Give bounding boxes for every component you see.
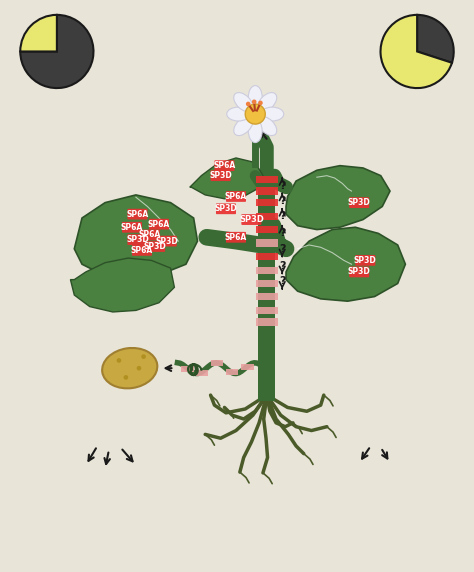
Text: SP6A: SP6A <box>225 192 247 201</box>
FancyBboxPatch shape <box>349 197 369 208</box>
FancyBboxPatch shape <box>356 255 375 266</box>
Circle shape <box>246 102 250 106</box>
Ellipse shape <box>258 93 277 112</box>
Bar <box>256 187 278 195</box>
FancyBboxPatch shape <box>214 160 235 171</box>
Text: SP6A: SP6A <box>213 161 236 170</box>
FancyBboxPatch shape <box>128 209 147 220</box>
Polygon shape <box>190 158 263 198</box>
FancyBboxPatch shape <box>132 245 152 256</box>
Text: SP3D: SP3D <box>348 198 371 207</box>
Bar <box>256 280 278 287</box>
Ellipse shape <box>227 107 250 121</box>
Text: SP3D: SP3D <box>155 237 178 245</box>
Bar <box>256 198 278 206</box>
Ellipse shape <box>102 348 157 388</box>
Wedge shape <box>20 15 57 51</box>
Circle shape <box>245 104 265 124</box>
Ellipse shape <box>234 117 253 136</box>
Bar <box>256 176 278 184</box>
Bar <box>256 318 278 326</box>
Bar <box>256 226 278 233</box>
Text: SP6A: SP6A <box>138 231 161 240</box>
Wedge shape <box>417 15 454 63</box>
Wedge shape <box>20 15 93 88</box>
FancyBboxPatch shape <box>226 232 246 243</box>
FancyBboxPatch shape <box>241 214 261 225</box>
Text: SP3D: SP3D <box>209 171 232 180</box>
Text: SP6A: SP6A <box>131 246 153 255</box>
FancyBboxPatch shape <box>140 229 160 240</box>
Circle shape <box>252 100 256 104</box>
Polygon shape <box>71 258 174 312</box>
Bar <box>256 213 278 220</box>
Circle shape <box>141 354 146 359</box>
Bar <box>256 267 278 274</box>
Text: ?: ? <box>279 212 285 221</box>
Circle shape <box>258 101 263 105</box>
Text: ?: ? <box>279 181 285 190</box>
Ellipse shape <box>248 120 262 142</box>
Text: ?: ? <box>279 244 285 254</box>
FancyBboxPatch shape <box>149 219 169 229</box>
Bar <box>241 364 254 370</box>
Text: SP3D: SP3D <box>348 268 371 276</box>
Text: SP6A: SP6A <box>148 220 170 229</box>
Polygon shape <box>286 166 390 229</box>
Bar <box>256 239 278 247</box>
Text: ?: ? <box>279 228 285 239</box>
Text: SP6A: SP6A <box>126 210 148 219</box>
FancyBboxPatch shape <box>128 234 147 245</box>
Bar <box>256 293 278 300</box>
FancyBboxPatch shape <box>349 267 369 277</box>
Bar <box>258 178 275 402</box>
Ellipse shape <box>234 93 253 112</box>
FancyBboxPatch shape <box>145 241 165 252</box>
FancyBboxPatch shape <box>157 236 177 247</box>
Text: SP3D: SP3D <box>144 242 166 251</box>
Circle shape <box>137 366 141 371</box>
Text: SP3D: SP3D <box>126 235 149 244</box>
Bar <box>195 370 208 376</box>
Text: SP3D: SP3D <box>239 215 264 224</box>
Bar <box>182 366 194 372</box>
Text: SP6A: SP6A <box>121 223 143 232</box>
Circle shape <box>117 358 121 363</box>
FancyBboxPatch shape <box>226 191 246 202</box>
Text: SP6A: SP6A <box>225 233 247 242</box>
Polygon shape <box>74 195 198 276</box>
Bar <box>256 307 278 314</box>
FancyBboxPatch shape <box>216 204 236 214</box>
Bar <box>256 253 278 260</box>
FancyBboxPatch shape <box>210 170 231 181</box>
Polygon shape <box>286 227 405 301</box>
Text: ?: ? <box>279 276 285 286</box>
Text: SP3D: SP3D <box>215 204 237 213</box>
Bar <box>210 360 223 366</box>
Text: SP3D: SP3D <box>354 256 377 265</box>
Ellipse shape <box>248 86 262 109</box>
Ellipse shape <box>258 117 277 136</box>
Wedge shape <box>381 15 452 88</box>
Circle shape <box>124 375 128 380</box>
Bar <box>226 370 238 375</box>
FancyBboxPatch shape <box>122 222 142 233</box>
Ellipse shape <box>261 107 284 121</box>
Text: ?: ? <box>279 196 285 206</box>
Text: ?: ? <box>279 261 285 271</box>
